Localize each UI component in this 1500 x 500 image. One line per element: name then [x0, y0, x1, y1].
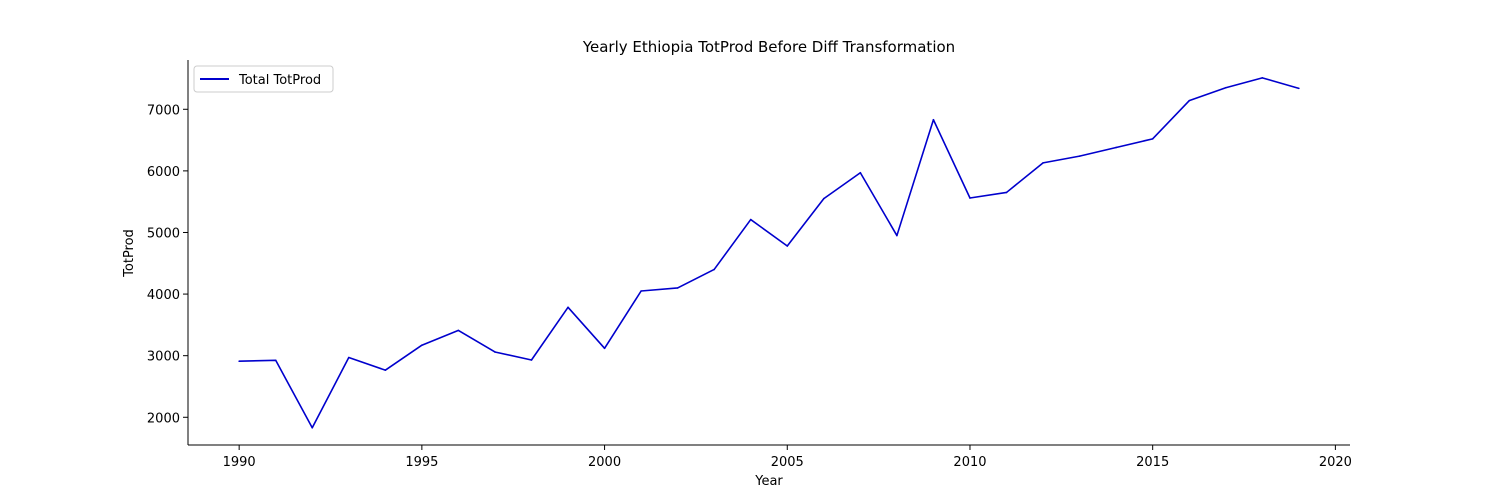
data-point: [1115, 146, 1117, 149]
data-point: [1005, 191, 1008, 194]
data-point: [457, 329, 460, 332]
y-tick-label: 7000: [147, 103, 180, 118]
data-point: [421, 344, 423, 347]
data-point: [494, 351, 496, 353]
data-point: [311, 426, 314, 429]
data-point: [1188, 99, 1191, 102]
y-axis-label: TotProd: [122, 229, 137, 278]
y-tick-label: 5000: [147, 226, 180, 241]
data-point: [530, 359, 533, 361]
x-tick-label: 2005: [771, 455, 804, 470]
data-point: [676, 287, 679, 289]
data-point: [713, 268, 715, 271]
x-tick-label: 1990: [223, 455, 256, 470]
y-axis-ticks: 2000 3000 4000 5000 6000 7000: [147, 103, 188, 426]
legend-box: [193, 65, 334, 93]
x-tick-label: 2015: [1136, 455, 1169, 470]
legend-entry-label: Total TotProd: [238, 73, 321, 88]
data-point: [932, 118, 935, 121]
x-axis-ticks: 1990 1995 2000 2005 2010 2015 2020: [223, 445, 1352, 470]
data-point: [1078, 155, 1081, 157]
series-layer: [238, 77, 1300, 429]
data-point: [969, 197, 971, 199]
series-line-0: [239, 77, 1300, 429]
data-point: [1261, 77, 1264, 79]
y-tick-label: 3000: [147, 350, 180, 365]
data-point: [274, 359, 277, 362]
data-point: [1298, 87, 1300, 90]
data-point: [347, 356, 350, 359]
data-point: [1224, 86, 1227, 89]
data-point: [567, 306, 569, 309]
data-point: [384, 369, 387, 371]
plot-area: 1990 1995 2000 2005 2010 2015 2020 2000 3000 400…: [147, 60, 1352, 470]
x-tick-label: 2020: [1319, 455, 1352, 470]
x-tick-label: 2000: [588, 455, 621, 470]
y-tick-label: 2000: [147, 411, 180, 426]
data-point: [1042, 162, 1044, 164]
x-tick-label: 1995: [405, 455, 438, 470]
legend: Total TotProd: [193, 65, 334, 93]
data-point: [238, 360, 240, 363]
chart-title: Yearly Ethiopia TotProd Before Diff Tran…: [582, 38, 955, 56]
y-tick-label: 4000: [147, 288, 180, 303]
data-point: [896, 234, 898, 237]
data-point: [823, 197, 825, 200]
data-point: [749, 218, 752, 221]
x-tick-label: 2010: [953, 455, 986, 470]
x-axis-label: Year: [754, 474, 783, 489]
y-tick-label: 6000: [147, 165, 180, 180]
data-point: [786, 245, 789, 247]
data-point: [1151, 138, 1154, 140]
data-point: [859, 171, 862, 174]
data-point: [640, 290, 642, 292]
data-point: [603, 347, 606, 350]
